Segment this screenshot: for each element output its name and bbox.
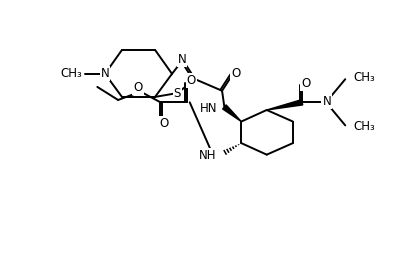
Text: CH₃: CH₃	[353, 120, 375, 133]
Text: NH: NH	[199, 149, 217, 162]
Text: O: O	[133, 81, 143, 94]
Text: S: S	[174, 87, 181, 100]
Text: O: O	[160, 117, 169, 130]
Text: O: O	[231, 67, 240, 79]
Text: N: N	[178, 53, 186, 66]
Text: O: O	[187, 74, 196, 87]
Polygon shape	[223, 105, 241, 122]
Text: N: N	[323, 95, 331, 108]
Text: CH₃: CH₃	[60, 67, 82, 80]
Text: N: N	[101, 67, 109, 80]
Polygon shape	[267, 100, 303, 110]
Text: HN: HN	[200, 102, 217, 115]
Text: CH₃: CH₃	[353, 71, 375, 84]
Text: O: O	[301, 76, 311, 90]
